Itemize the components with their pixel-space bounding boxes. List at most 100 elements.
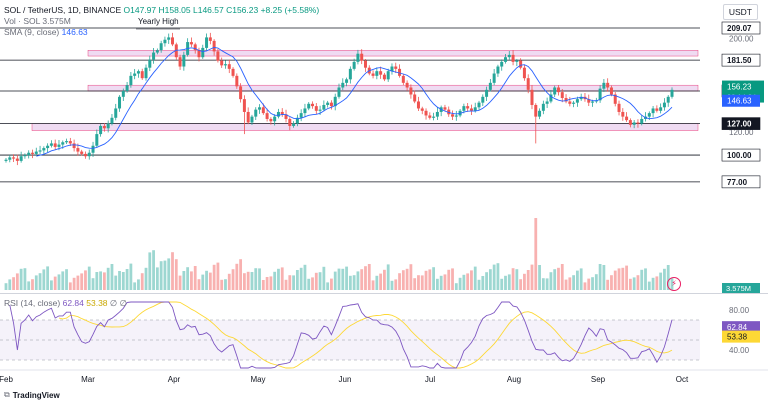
volume-label[interactable]: Vol · SOL 3.575M (4, 16, 71, 26)
volume-bar (454, 283, 458, 290)
volume-bar (114, 275, 118, 290)
lightning-icon[interactable]: ⚡ (667, 277, 681, 291)
candle-body (613, 94, 617, 104)
candle-body (178, 57, 182, 67)
month-label: Sep (591, 375, 606, 384)
resistance-zone (87, 50, 699, 57)
candle-body (4, 159, 8, 161)
volume-tag (722, 283, 760, 293)
volume-tag-label: 3.575M (726, 284, 751, 293)
volume-bar (235, 263, 239, 290)
candle-body (519, 60, 523, 68)
candle-body (46, 145, 50, 149)
volume-bar (299, 267, 303, 290)
sma-label[interactable]: SMA (9, close) (4, 27, 60, 37)
volume-bar (53, 276, 57, 290)
volume-bar (545, 278, 549, 290)
volume-bar (190, 271, 193, 290)
candle-body (405, 82, 409, 88)
candle-body (235, 75, 239, 87)
candle-body (212, 40, 216, 52)
candle-body (118, 96, 122, 109)
rsi-label[interactable]: RSI (14, close) (4, 298, 61, 308)
volume-bar (129, 263, 133, 290)
candle-body (318, 109, 322, 111)
candle-body (670, 89, 674, 97)
volume-bar (428, 269, 432, 290)
volume-bar (57, 274, 61, 290)
volume-bar (76, 275, 80, 290)
volume-bar (628, 278, 632, 290)
brand-name[interactable]: TradingView (12, 390, 60, 400)
candle-body (469, 108, 473, 111)
volume-bar (216, 262, 220, 290)
volume-bar (613, 270, 617, 290)
candle-body (159, 43, 163, 51)
candle-body (390, 66, 394, 72)
volume-bar (106, 267, 110, 290)
candle-body (201, 47, 205, 58)
candle-body (454, 115, 458, 117)
level-tag-label: 100.00 (727, 151, 752, 160)
candle-body (288, 118, 292, 126)
candle-body (511, 54, 515, 62)
candle-body (239, 86, 243, 100)
candle-body (189, 42, 193, 45)
volume-bar (12, 277, 15, 290)
rsi-extra: ∅ ∅ (109, 298, 128, 308)
volume-bar (46, 266, 50, 290)
volume-bar (68, 282, 72, 290)
candle-body (284, 114, 288, 119)
volume-bar (23, 268, 27, 290)
candle-body (651, 108, 655, 114)
candle-body (280, 111, 284, 115)
candle-body (560, 92, 564, 98)
candle-body (61, 142, 65, 145)
candle-body (83, 153, 87, 157)
volume-bar (541, 278, 545, 290)
volume-bar (258, 268, 261, 290)
volume-bar (242, 273, 246, 290)
volume-bar (42, 269, 46, 290)
currency-button[interactable]: USDT (722, 4, 758, 20)
candle-body (23, 155, 27, 157)
pane-separator[interactable] (0, 293, 768, 294)
level-tag (721, 53, 761, 67)
candle-body (526, 78, 530, 90)
candle-body (231, 68, 235, 76)
month-label: Aug (507, 375, 521, 384)
candle-body (341, 82, 345, 88)
volume-bar (530, 264, 534, 290)
candle-body (606, 82, 610, 88)
symbol-name[interactable]: SOL / TetherUS, 1D, BINANCE (4, 5, 122, 15)
candle-body (636, 122, 640, 124)
volume-bar (95, 272, 99, 290)
candle-body (371, 73, 375, 76)
volume-bar (435, 278, 439, 290)
volume-bar (140, 273, 144, 290)
candle-body (292, 123, 296, 126)
candle-body (311, 103, 315, 107)
candle-body (163, 39, 167, 44)
candle-body (477, 102, 481, 108)
candle-body (394, 66, 398, 69)
candle-body (155, 50, 159, 53)
volume-bar (99, 271, 103, 290)
volume-bar (560, 264, 564, 290)
volume-bar (8, 279, 12, 290)
level-tag-label: 209.07 (727, 24, 752, 33)
volume-bar (398, 273, 401, 290)
month-label: Jun (339, 375, 352, 384)
volume-bar (386, 264, 390, 290)
month-label: Jul (425, 375, 435, 384)
candle-body (125, 85, 129, 91)
candle-body (538, 110, 542, 117)
candle-body (504, 57, 507, 62)
volume-bar (492, 264, 496, 290)
volume-bar (413, 278, 417, 290)
volume-bar (65, 269, 68, 290)
volume-bar (292, 275, 295, 290)
rsi-legend: RSI (14, close) 62.84 53.38 ∅ ∅ (4, 298, 127, 309)
volume-bar (265, 277, 269, 290)
